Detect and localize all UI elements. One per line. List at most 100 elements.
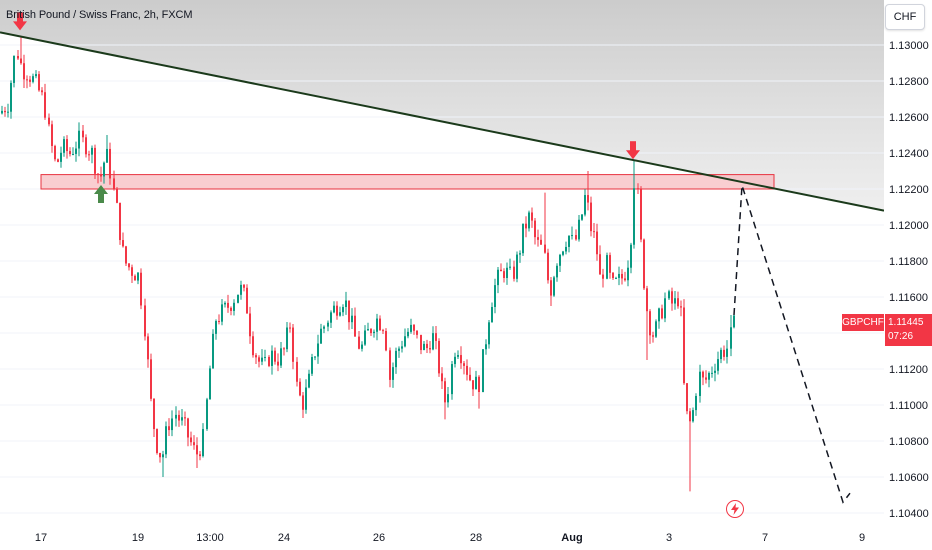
resistance-zone[interactable] bbox=[40, 174, 775, 190]
candle-body bbox=[668, 291, 670, 299]
candle-body bbox=[271, 350, 273, 366]
candle-body bbox=[221, 304, 223, 322]
trendline-layer[interactable] bbox=[0, 31, 885, 212]
candle-body bbox=[661, 308, 663, 319]
candle-body bbox=[395, 350, 397, 368]
candle-body bbox=[13, 55, 15, 83]
candle-body bbox=[29, 79, 31, 82]
candle-body bbox=[503, 271, 505, 278]
time-axis-bg bbox=[0, 522, 932, 550]
candle-body bbox=[1, 110, 3, 114]
candles bbox=[1, 36, 735, 492]
candle-body bbox=[168, 426, 170, 431]
candle-body bbox=[519, 253, 521, 255]
y-tick-label: 1.12200 bbox=[889, 184, 929, 196]
candle-body bbox=[652, 335, 654, 337]
candle-body bbox=[137, 272, 139, 281]
currency-button[interactable]: CHF bbox=[885, 4, 925, 30]
candle-body bbox=[128, 263, 130, 268]
candle-body bbox=[475, 376, 477, 390]
y-tick-label: 1.10800 bbox=[889, 436, 929, 448]
candle-body bbox=[488, 322, 490, 345]
candle-body bbox=[714, 370, 716, 373]
candle-body bbox=[171, 418, 173, 431]
candle-body bbox=[726, 348, 728, 357]
candle-body bbox=[407, 331, 409, 337]
candle-body bbox=[571, 235, 573, 237]
candle-body bbox=[420, 334, 422, 351]
candle-body bbox=[63, 139, 65, 153]
candle-body bbox=[187, 418, 189, 438]
candle-body bbox=[106, 148, 108, 163]
candle-body bbox=[184, 417, 186, 419]
first-high-arrow-shaft bbox=[17, 12, 23, 23]
candle-body bbox=[144, 305, 146, 337]
candle-body bbox=[506, 267, 508, 278]
projection-path[interactable] bbox=[733, 185, 851, 504]
support-arrow bbox=[94, 185, 108, 203]
candle-body bbox=[125, 246, 127, 264]
candle-body bbox=[258, 357, 260, 362]
candle-body bbox=[686, 383, 688, 412]
first-high-arrow-head bbox=[13, 21, 27, 31]
lightning-icon[interactable] bbox=[726, 500, 744, 518]
candle-body bbox=[522, 223, 524, 254]
candle-body bbox=[435, 333, 437, 341]
x-tick-label: 26 bbox=[373, 532, 385, 544]
candle-body bbox=[44, 92, 46, 118]
candle-body bbox=[277, 361, 279, 366]
candle-body bbox=[730, 327, 732, 349]
candle-body bbox=[261, 357, 263, 362]
candle-body bbox=[509, 266, 511, 268]
candle-body bbox=[199, 454, 201, 457]
candle-body bbox=[60, 152, 62, 162]
candle-body bbox=[615, 277, 617, 279]
candle-body bbox=[268, 356, 270, 366]
candle-body bbox=[131, 267, 133, 276]
candle-body bbox=[559, 254, 561, 266]
candle-body bbox=[302, 395, 304, 410]
x-tick-label: 17 bbox=[35, 532, 47, 544]
candle-body bbox=[385, 331, 387, 351]
candle-body bbox=[190, 437, 192, 443]
candle-body bbox=[23, 63, 25, 80]
candle-body bbox=[147, 336, 149, 360]
projection-line bbox=[733, 185, 851, 504]
candle-body bbox=[354, 315, 356, 337]
candle-body bbox=[596, 231, 598, 255]
candle-body bbox=[547, 252, 549, 281]
candle-body bbox=[637, 188, 639, 190]
candle-body bbox=[370, 329, 372, 334]
candle-body bbox=[289, 327, 291, 329]
symbol-badge: GBPCHF bbox=[842, 314, 884, 331]
candle-body bbox=[367, 329, 369, 331]
candle-body bbox=[116, 188, 118, 203]
candle-body bbox=[299, 381, 301, 396]
x-tick-label: 9 bbox=[859, 532, 865, 544]
candle-body bbox=[491, 306, 493, 323]
x-tick-label: 24 bbox=[278, 532, 290, 544]
candle-body bbox=[680, 306, 682, 308]
candle-body bbox=[202, 429, 204, 457]
candle-body bbox=[485, 344, 487, 350]
price-badge: 1.11445 07:26 bbox=[885, 314, 932, 346]
candle-body bbox=[426, 343, 428, 349]
candle-body bbox=[621, 273, 623, 279]
candle-body bbox=[463, 363, 465, 366]
candle-body bbox=[75, 148, 77, 154]
candle-body bbox=[478, 376, 480, 393]
second-high-arrow-head bbox=[626, 150, 640, 160]
candle-body bbox=[702, 371, 704, 378]
candle-body bbox=[237, 294, 239, 303]
candle-body bbox=[398, 348, 400, 351]
candle-body bbox=[317, 343, 319, 357]
candle-body bbox=[500, 269, 502, 272]
candle-body bbox=[292, 327, 294, 362]
candle-body bbox=[516, 254, 518, 279]
time-axis[interactable]: 17 19 13:00 24 26 28 Aug 3 7 9 bbox=[0, 522, 932, 550]
candle-body bbox=[286, 327, 288, 350]
price-axis[interactable]: 1.13000 1.12800 1.12600 1.12400 1.12200 1.120… bbox=[884, 0, 932, 550]
candle-body bbox=[196, 445, 198, 455]
candle-body bbox=[311, 357, 313, 374]
